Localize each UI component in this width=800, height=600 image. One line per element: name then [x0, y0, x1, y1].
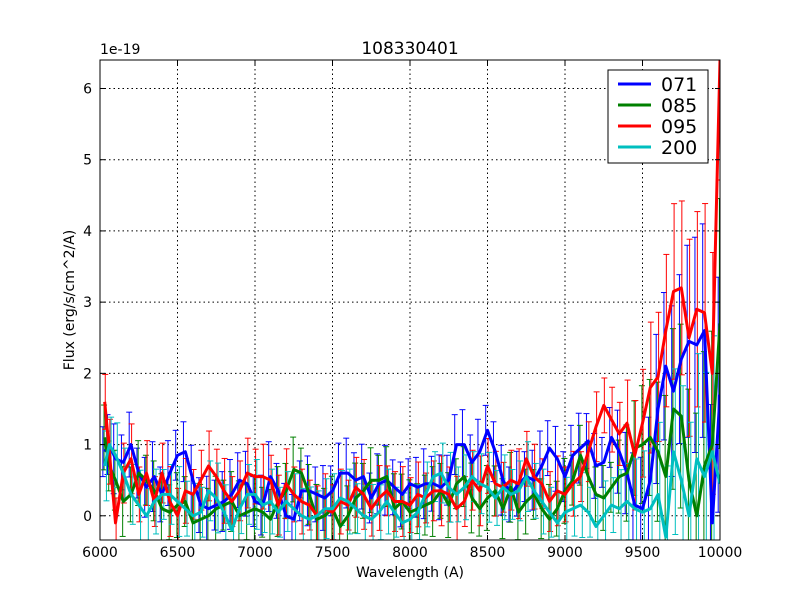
x-tick-label: 9500 — [625, 545, 661, 561]
x-tick-label: 9000 — [547, 545, 583, 561]
y-tick-label: 3 — [83, 295, 92, 311]
x-tick-label: 7500 — [315, 545, 351, 561]
x-tick-label: 8500 — [470, 545, 506, 561]
x-tick-label: 8000 — [392, 545, 428, 561]
y-tick-label: 0 — [83, 509, 92, 525]
x-tick-label: 6000 — [82, 545, 118, 561]
y-tick-label: 6 — [83, 81, 92, 97]
legend-label-095: 095 — [661, 116, 697, 138]
legend-label-200: 200 — [661, 137, 697, 159]
series-lines — [103, 60, 720, 539]
y-axis-label: Flux (erg/s/cm^2/A) — [62, 230, 78, 370]
x-tick-label: 7000 — [237, 545, 273, 561]
offset-text: 1e-19 — [100, 42, 140, 58]
grid — [100, 60, 720, 540]
x-tick-label: 10000 — [698, 545, 743, 561]
legend-label-085: 085 — [661, 95, 697, 117]
legend-label-071: 071 — [661, 74, 697, 96]
series-line-200 — [103, 443, 720, 539]
y-tick-label: 1 — [83, 438, 92, 454]
x-axis-label: Wavelength (A) — [356, 565, 464, 581]
x-tick-label: 6500 — [160, 545, 196, 561]
ticks: 6000 6500 7000 7500 8000 8500 9000 9500 10000 0 1 2… — [82, 60, 742, 561]
series-line-095 — [103, 60, 720, 525]
series-line-085 — [103, 323, 720, 528]
chart-title: 108330401 — [361, 39, 458, 59]
y-tick-label: 2 — [83, 366, 92, 382]
y-tick-label: 4 — [83, 224, 92, 240]
y-tick-label: 5 — [83, 153, 92, 169]
